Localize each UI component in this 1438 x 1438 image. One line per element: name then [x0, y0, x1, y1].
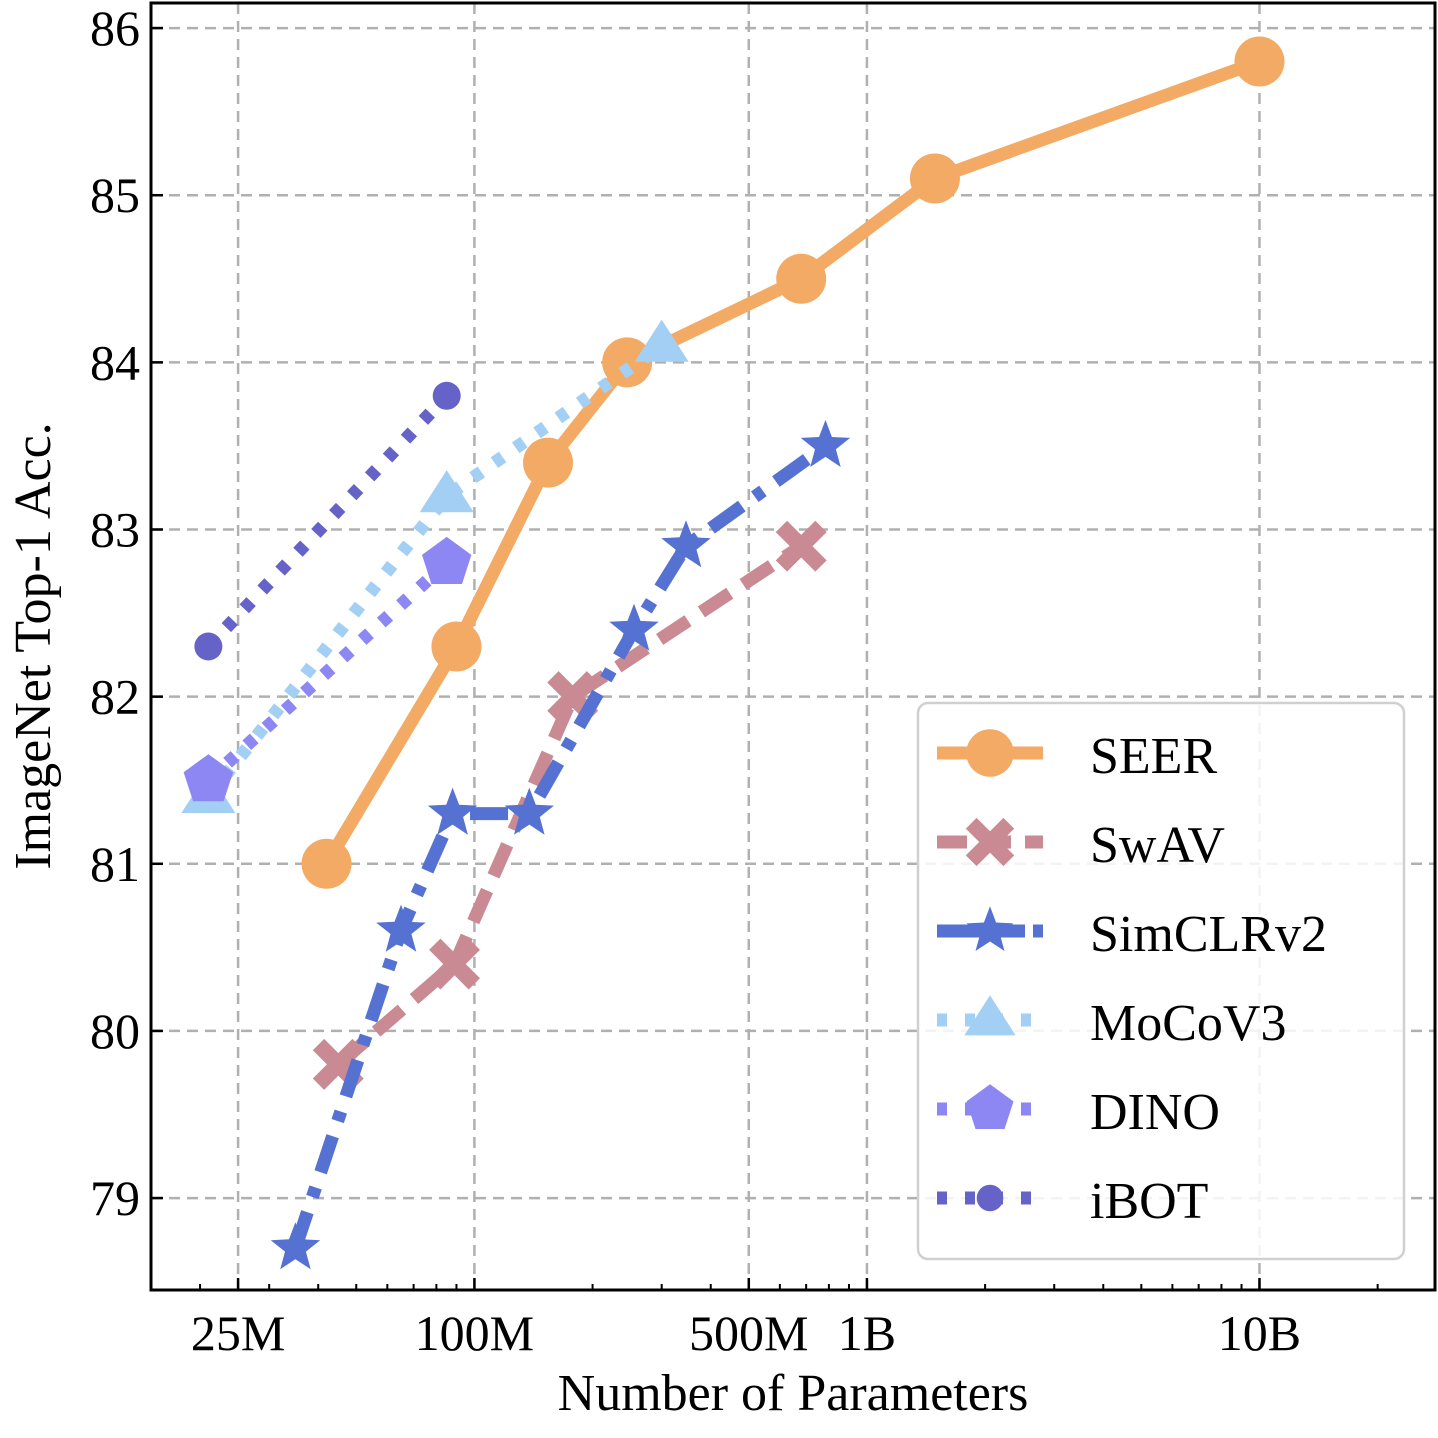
y-tick-label: 82	[90, 669, 140, 725]
marker-x-bar	[965, 817, 1015, 867]
series-simclrv2	[270, 419, 851, 1270]
marker-star	[966, 906, 1014, 951]
legend-label: SimCLRv2	[1090, 906, 1327, 963]
marker-x-bar	[775, 520, 827, 572]
marker-star	[376, 904, 426, 952]
x-axis-title: Number of Parameters	[558, 1365, 1029, 1422]
legend-item-ibot: iBOT	[937, 1173, 1208, 1230]
marker-pentagon	[966, 1084, 1014, 1129]
marker-circle	[909, 153, 960, 204]
y-tick-label: 81	[90, 836, 140, 892]
marker-star	[609, 603, 659, 651]
marker-star	[270, 1222, 321, 1270]
marker-circle	[431, 621, 482, 672]
marker-circle	[523, 437, 574, 488]
legend-item-seer: SEER	[937, 728, 1217, 785]
series-line	[289, 440, 830, 1251]
marker-star	[427, 787, 478, 835]
legend-label: SEER	[1090, 728, 1217, 785]
marker-triangle	[634, 319, 689, 362]
marker-circle	[1234, 36, 1285, 87]
marker-x-bar	[429, 938, 481, 990]
legend-label: MoCoV3	[1090, 995, 1286, 1052]
marker-x-bar	[312, 1038, 364, 1090]
marker-dot	[976, 1184, 1004, 1212]
marker-circle	[602, 337, 653, 388]
legend-label: DINO	[1090, 1084, 1220, 1141]
y-tick-label: 83	[90, 502, 140, 558]
y-tick-label: 86	[90, 0, 140, 56]
marker-star	[504, 787, 554, 835]
legend-item-swav: SwAV	[937, 817, 1225, 874]
marker-circle	[966, 729, 1014, 777]
y-tick-label: 84	[90, 334, 140, 390]
series-line	[203, 391, 452, 651]
marker-x-bar	[547, 671, 599, 723]
marker-star	[800, 419, 851, 467]
axes-frame	[149, 1, 1437, 1292]
marker-x	[429, 938, 481, 990]
series-line	[204, 558, 452, 786]
legend: SEER SwAV SimCLRv2 MoCoV3 DINO iBOT	[916, 701, 1406, 1261]
marker-pentagon	[183, 754, 234, 802]
marker-triangle	[419, 470, 474, 513]
marker-x	[775, 520, 827, 572]
series-line	[334, 540, 805, 1070]
legend-item-dino: DINO	[937, 1084, 1220, 1141]
x-tick-label: 100M	[415, 1305, 534, 1361]
series-swav	[312, 520, 827, 1090]
marker-triangle	[964, 995, 1016, 1036]
legend-item-simclrv2: SimCLRv2	[937, 906, 1327, 963]
legend-label: iBOT	[1090, 1173, 1208, 1230]
x-tick-label: 25M	[191, 1305, 285, 1361]
plot-area	[181, 36, 1285, 1270]
y-tick-label: 79	[90, 1170, 140, 1226]
legend-item-mocov3: MoCoV3	[937, 995, 1286, 1052]
y-tick-label: 85	[90, 167, 140, 223]
series-seer	[301, 36, 1285, 889]
series-dino	[183, 536, 472, 802]
series-ibot	[194, 381, 461, 661]
x-tick-label: 500M	[689, 1305, 808, 1361]
marker-pentagon	[422, 536, 472, 584]
marker-star	[661, 520, 711, 568]
y-axis-title: ImageNet Top-1 Acc.	[5, 422, 62, 869]
axis-ticks: 25M 100M 500M 1B 10B 79 80 81 82 83 84 85 86	[90, 0, 1379, 1361]
marker-x	[965, 817, 1015, 867]
marker-dot	[432, 381, 461, 410]
x-tick-label: 1B	[838, 1305, 896, 1361]
marker-circle	[776, 253, 827, 304]
legend-label: SwAV	[1090, 817, 1225, 874]
marker-dot	[194, 632, 223, 661]
x-tick-label: 10B	[1218, 1305, 1301, 1361]
marker-circle	[301, 838, 352, 889]
y-tick-label: 80	[90, 1003, 140, 1059]
